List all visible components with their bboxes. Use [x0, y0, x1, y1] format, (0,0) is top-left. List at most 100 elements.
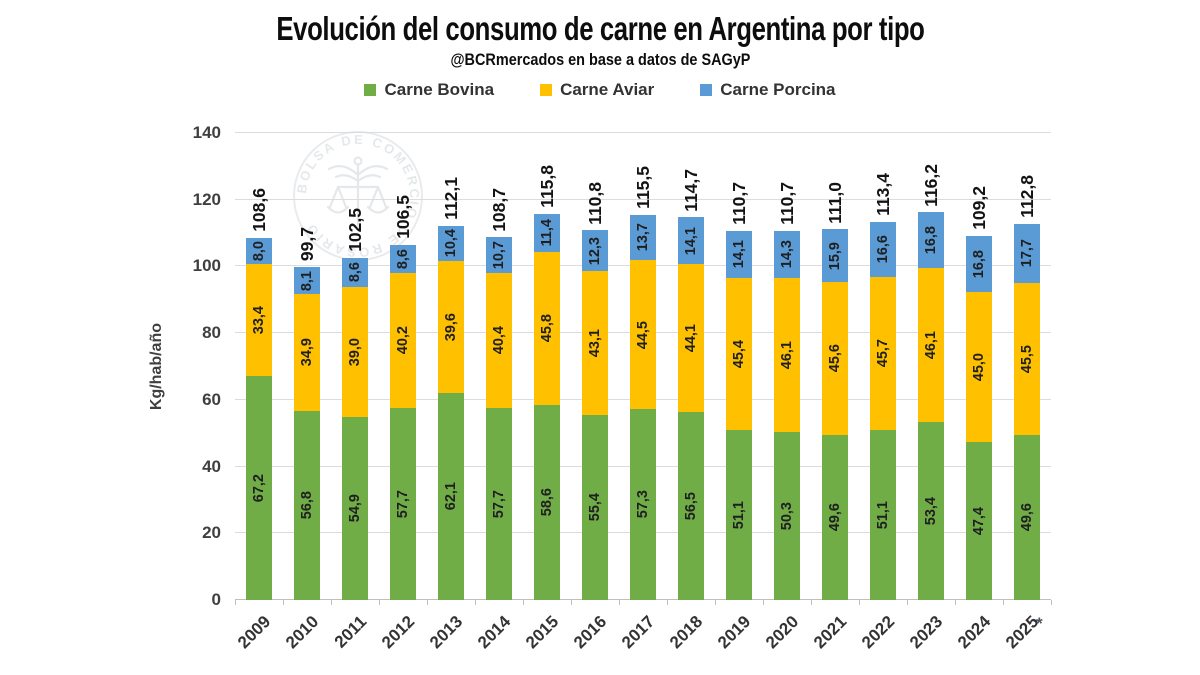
x-category-label: 2022: [858, 612, 899, 653]
bcr-seal-watermark-icon: BOLSA DE COMERCIO DE ROSARIO: [293, 131, 423, 261]
legend-item-bovina: Carne Bovina: [364, 80, 494, 100]
bar-segment-2011: 8,6: [342, 258, 368, 287]
y-gridline: [235, 132, 1051, 133]
segment-value-label: 15,9: [827, 241, 843, 271]
x-category-label: 2013: [426, 612, 467, 653]
x-category-label: 2011: [330, 612, 371, 652]
total-value-label: 112,8: [1017, 174, 1037, 218]
x-tick-mark: [667, 600, 668, 605]
x-tick-mark: [283, 600, 284, 605]
segment-value-label: 8,6: [347, 262, 363, 283]
bar-segment-2024: 45,0: [966, 291, 992, 442]
total-value-label: 114,7: [681, 168, 701, 212]
x-category-label: 2021: [810, 612, 851, 653]
x-category-label: 2014: [474, 612, 515, 653]
x-tick-mark: [955, 600, 956, 605]
segment-value-label: 58,6: [539, 488, 555, 517]
segment-value-label: 54,9: [347, 494, 363, 523]
segment-value-label: 16,8: [971, 249, 987, 278]
bar-segment-2019: 45,4: [726, 278, 752, 430]
segment-value-label: 45,5: [1019, 344, 1035, 373]
bar-segment-2009: 33,4: [246, 264, 272, 376]
porcina-swatch-icon: [700, 84, 713, 96]
bar-segment-2020: 50,3: [774, 432, 800, 600]
bar-segment-2024: 16,8: [966, 235, 992, 292]
x-category-label: 2024: [954, 612, 995, 653]
bar-segment-2020: 46,1: [774, 278, 800, 433]
y-tick-label: 20: [202, 523, 221, 543]
segment-value-label: 8,6: [395, 249, 411, 270]
segment-value-label: 13,7: [635, 223, 651, 252]
chart-subtitle: @BCRmercados en base a datos de SAGyP: [450, 50, 750, 69]
bar-segment-2024: 47,4: [966, 441, 992, 600]
caduceus-scales-icon: [326, 156, 390, 232]
bar-segment-2017: 13,7: [630, 214, 656, 261]
segment-value-label: 33,4: [251, 306, 267, 335]
bar-segment-2019: 51,1: [726, 429, 752, 600]
segment-value-label: 39,0: [347, 337, 363, 366]
segment-value-label: 57,3: [635, 490, 651, 519]
total-value-label: 110,7: [729, 181, 749, 225]
segment-value-label: 47,4: [971, 506, 987, 536]
total-value-label: 116,2: [921, 163, 941, 207]
y-tick-label: 140: [192, 123, 221, 142]
bar-segment-2023: 16,8: [918, 212, 944, 269]
segment-value-label: 50,3: [779, 501, 795, 531]
bar-segment-2020: 14,3: [774, 230, 800, 279]
legend-label: Carne Porcina: [720, 80, 836, 99]
segment-value-label: 49,6: [827, 503, 843, 532]
bar-segment-2011: 54,9: [342, 416, 368, 600]
bar-segment-2014: 57,7: [486, 407, 512, 600]
segment-value-label: 53,4: [923, 496, 939, 526]
bar-segment-2022: 45,7: [870, 277, 896, 430]
total-value-label: 99,7: [297, 227, 317, 262]
x-tick-mark: [763, 600, 764, 605]
bar-segment-2022: 16,6: [870, 221, 896, 278]
bar-segment-2022: 51,1: [870, 429, 896, 600]
bar-segment-2023: 53,4: [918, 421, 944, 600]
bar-segment-2013: 62,1: [438, 392, 464, 600]
x-tick-mark: [619, 600, 620, 605]
x-category-label: 2020: [762, 612, 803, 653]
segment-value-label: 12,3: [587, 236, 603, 266]
segment-value-label: 51,1: [875, 500, 891, 529]
x-tick-mark: [1051, 600, 1052, 605]
segment-value-label: 43,1: [587, 329, 603, 358]
segment-value-label: 62,1: [443, 482, 459, 511]
x-category-label: 2017: [618, 612, 659, 653]
bar-segment-2014: 10,7: [486, 237, 512, 273]
total-value-label: 110,7: [777, 181, 797, 225]
x-category-label: 2023: [906, 612, 947, 653]
segment-value-label: 14,3: [779, 240, 795, 269]
segment-value-label: 55,4: [587, 493, 603, 522]
segment-value-label: 57,7: [491, 489, 507, 518]
x-category-label: 2009: [234, 612, 275, 653]
y-tick-label: 40: [202, 456, 221, 476]
segment-value-label: 17,7: [1019, 239, 1035, 268]
total-value-label: 111,0: [825, 181, 845, 224]
segment-value-label: 45,7: [875, 339, 891, 368]
total-value-label: 108,6: [249, 187, 269, 232]
total-value-label: 109,2: [969, 185, 989, 230]
aviar-swatch-icon: [540, 84, 553, 96]
total-value-label: 112,1: [441, 177, 461, 221]
segment-value-label: 14,1: [683, 226, 699, 256]
segment-value-label: 46,1: [923, 330, 939, 360]
bar-segment-2016: 12,3: [582, 230, 608, 272]
segment-value-label: 57,7: [395, 489, 411, 518]
bar-segment-2009: 67,2: [246, 375, 272, 600]
bar-segment-2010: 34,9: [294, 294, 320, 411]
segment-value-label: 16,6: [875, 235, 891, 264]
segment-value-label: 34,9: [299, 338, 315, 367]
x-tick-mark: [523, 600, 524, 605]
bar-segment-2011: 39,0: [342, 286, 368, 417]
x-tick-mark: [331, 600, 332, 605]
segment-value-label: 44,1: [683, 323, 699, 353]
y-tick-label: 80: [202, 323, 221, 343]
segment-value-label: 40,4: [491, 326, 507, 355]
x-category-label: 2018: [666, 612, 707, 653]
bar-segment-2018: 56,5: [678, 411, 704, 600]
bar-segment-2017: 44,5: [630, 260, 656, 409]
segment-value-label: 39,6: [443, 312, 459, 341]
bar-segment-2015: 58,6: [534, 404, 560, 600]
